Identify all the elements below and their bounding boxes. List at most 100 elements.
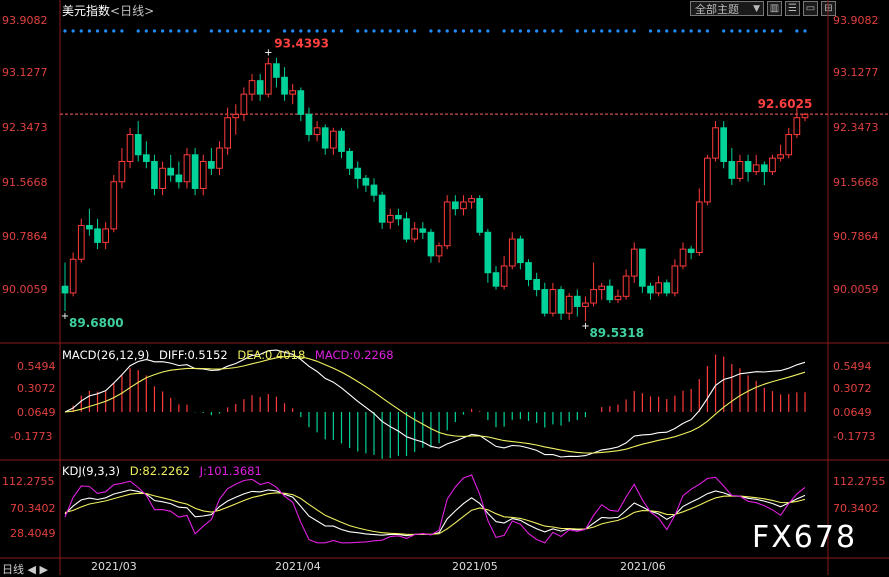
candle-body [468, 198, 475, 203]
candle-body [630, 248, 638, 277]
kdj-d-line [64, 492, 806, 535]
fx678-watermark: FX678 [752, 520, 858, 555]
top-dot-marker [291, 29, 295, 33]
candle-body [281, 76, 288, 95]
candle-body [614, 295, 622, 301]
candle-body [224, 117, 231, 149]
candle-body [305, 113, 313, 136]
chevron-right-icon[interactable]: ▶ [39, 563, 48, 576]
top-dot-marker [396, 29, 401, 33]
candle-body [443, 201, 451, 247]
top-dot-marker [535, 29, 539, 33]
candle-body [240, 93, 248, 115]
candle-body [191, 154, 199, 189]
top-dot-marker [600, 29, 604, 33]
candle-body [167, 167, 175, 176]
candle-body [346, 150, 353, 169]
candle-body [801, 113, 809, 119]
top-dot-marker [209, 29, 213, 33]
candle-body [354, 167, 362, 179]
candle-body [313, 127, 321, 136]
price-axis-label-left: 90.7864 [2, 230, 48, 243]
candle-body [647, 285, 654, 294]
top-dot-marker [63, 29, 67, 33]
price-axis-label-right: 93.9082 [833, 14, 879, 27]
top-dot-marker [104, 29, 108, 33]
candle-body [118, 161, 126, 183]
x-axis-label: 2021/05 [452, 560, 498, 573]
candle-body [330, 130, 337, 149]
macd-axis-label-right: 0.5494 [833, 360, 872, 373]
top-dot-marker [575, 29, 579, 33]
candle-body [476, 198, 484, 233]
top-dot-marker [770, 29, 775, 33]
kdj-legend-name: KDJ(9,3,3) [62, 464, 121, 478]
top-dot-marker [697, 29, 701, 33]
kdj-legend-j: J:101.3681 [199, 464, 262, 478]
price-axis-label-right: 92.3473 [833, 121, 879, 134]
candle-body [752, 164, 760, 173]
theme-dropdown[interactable]: 全部主题 ▼ [690, 1, 764, 16]
top-dot-marker [518, 29, 522, 33]
candle-body [208, 161, 215, 169]
top-dot-marker [242, 29, 246, 33]
candle-body [736, 161, 744, 179]
top-dot-marker [502, 29, 506, 33]
top-dot-marker [689, 29, 693, 33]
top-dot-marker [478, 29, 482, 33]
top-dot-marker [551, 29, 555, 33]
candle-body [94, 228, 101, 243]
candle-body [321, 127, 329, 149]
candle-body [378, 194, 386, 223]
candle-body [395, 214, 402, 220]
low-annotation: 89.5318 [589, 326, 644, 340]
top-dot-marker [510, 29, 514, 33]
top-dot-marker [795, 29, 799, 33]
chart-type-icon[interactable]: ▥ [767, 1, 782, 16]
macd-legend-name: MACD(26,12,9) [62, 348, 150, 362]
candle-body [151, 161, 158, 189]
candle-body [232, 113, 240, 119]
list-icon[interactable]: ☰ [785, 1, 800, 16]
candle-body [427, 231, 435, 257]
top-dot-marker [112, 29, 116, 33]
kdj-axis-label-left: 28.4049 [10, 527, 56, 540]
top-dot-marker [722, 29, 726, 33]
top-dot-marker [299, 29, 303, 33]
top-dot-marker [803, 29, 807, 33]
candle-body [720, 127, 728, 163]
top-dot-marker [136, 29, 140, 33]
price-axis-label-right: 93.1277 [833, 66, 879, 79]
top-dot-marker [657, 29, 661, 33]
top-dot-marker [608, 29, 612, 33]
candle-body [256, 80, 264, 95]
close-icon[interactable]: ▭ [803, 1, 818, 16]
candle-body [451, 201, 459, 210]
x-axis-label: 2021/03 [91, 560, 137, 573]
chevron-left-icon[interactable]: ◀ [27, 563, 36, 576]
kdj-j-line [64, 474, 806, 544]
macd-axis-label-left: -0.1773 [10, 430, 53, 443]
candle-body [126, 134, 134, 163]
top-dot-marker [673, 29, 677, 33]
top-dot-marker [331, 29, 335, 33]
candle-body [460, 201, 467, 210]
candle-body [679, 248, 687, 267]
top-dot-marker [177, 29, 181, 33]
top-dot-marker [591, 29, 596, 33]
top-dot-marker [453, 29, 457, 33]
top-dot-marker [323, 29, 327, 33]
candle-body [435, 245, 443, 257]
top-dot-marker [380, 29, 384, 33]
candle-body [533, 278, 540, 291]
low-left-annotation: 89.6800 [69, 316, 124, 330]
candle-body [492, 272, 500, 287]
macd-axis-label-left: 0.5494 [17, 360, 56, 373]
macd-dea-line [64, 355, 806, 454]
price-axis-label-left: 93.1277 [2, 66, 48, 79]
candle-body [69, 258, 77, 294]
candle-body [565, 295, 573, 314]
period-tab[interactable]: 日线 ◀ ▶ [2, 561, 48, 577]
top-dot-marker [185, 29, 189, 33]
